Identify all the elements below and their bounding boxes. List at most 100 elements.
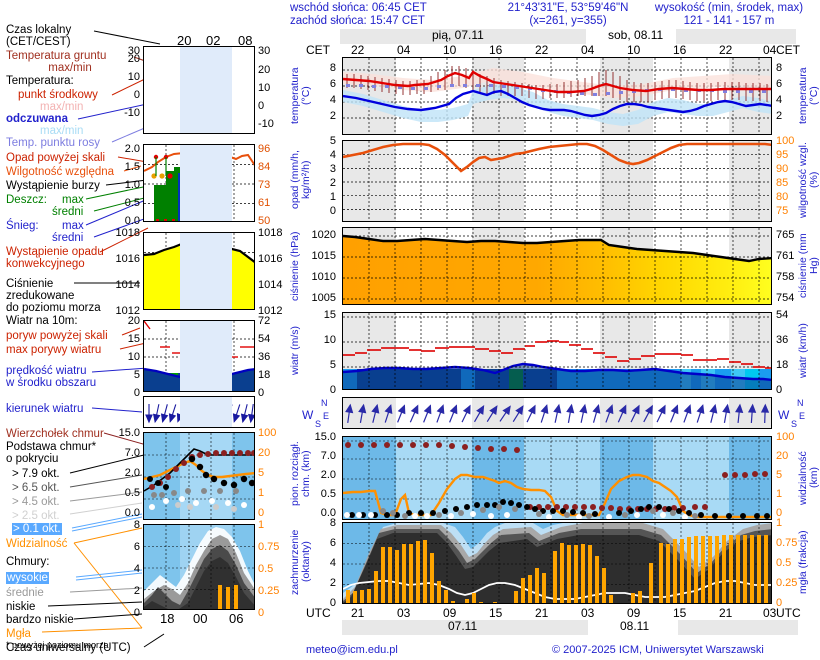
legend-pressure-l1: Ciśnienie — [6, 278, 54, 290]
mini-vis-1: 1 — [258, 487, 265, 499]
legend-gust-max: max porywy wiatru — [6, 344, 102, 356]
main-cloudext-axis-left: 15.0 7.0 2.0 0.5 0.0 — [296, 432, 336, 519]
mini-precip-t20: 2.0 — [124, 143, 140, 155]
main-cover-4: 4 — [329, 557, 336, 569]
main-cover-0: 0 — [329, 597, 336, 609]
mini-humid-73: 73 — [258, 179, 271, 191]
main-press-1020: 1020 — [311, 229, 336, 241]
cet-tick-0: 22 — [351, 43, 365, 57]
main-humid-axis-right: 100 95 90 85 80 75 — [776, 136, 806, 217]
header-day2: sob, 08.11 — [608, 28, 664, 42]
day-band-2 — [396, 29, 586, 44]
mini-wind-10: 10 — [127, 351, 140, 363]
footer-note: * powyżej poziomu morza — [6, 640, 109, 650]
main-vis-0: 0 — [776, 507, 783, 519]
legend-ground-temp-maxmin: max/min — [48, 62, 92, 74]
legend-humidity: Wilgotność względna — [6, 166, 115, 178]
mini-fog-075: 0.75 — [258, 541, 280, 553]
cet-left-label: CET — [306, 43, 330, 57]
mini-precip-t10: 1.0 — [124, 179, 140, 191]
day-band-3 — [676, 29, 796, 44]
main-wind-caption-right: wiatr (km/h) — [797, 323, 809, 379]
legend-cloud-base-l1: Podstawa chmur* — [6, 441, 97, 453]
utc-tick-6: 09 — [627, 606, 641, 620]
mini-wind-axis: 20 15 10 5 0 — [108, 316, 140, 399]
legend-gust-over: poryw powyżej skali — [6, 330, 108, 342]
mini-wind-20: 20 — [127, 315, 140, 327]
legend-okt-25: > 2.5 okt. — [12, 510, 60, 522]
compass-left: W N E S — [302, 398, 329, 429]
svg-text:N: N — [797, 398, 804, 408]
legend-temp-mid: punkt środkowy — [18, 89, 98, 101]
main-humid-caption-right: wilgotność wzgl. (%) — [797, 142, 820, 218]
main-wind-caption-left: wiatr (m/s) — [289, 326, 301, 376]
mini-cover-8: 8 — [133, 519, 140, 531]
mini-cover-panel — [143, 524, 255, 610]
main-humid-95: 95 — [776, 149, 789, 161]
main-fog-05: 0.5 — [776, 557, 792, 569]
legend-cl-high: wysokie — [6, 572, 49, 584]
legend-fog: Mgła — [6, 628, 31, 640]
main-pressure-axis-left: 1020 1015 1010 1005 — [296, 230, 336, 304]
legend-visibility: Widzialność — [6, 538, 68, 550]
mini-temp-t20: 20 — [127, 53, 140, 65]
legend-cl-high-text: wysokie — [6, 572, 49, 584]
main-precip-0: 0 — [329, 205, 336, 217]
main-press-765: 765 — [776, 229, 795, 241]
legend-rain-label: Deszcz: — [6, 194, 47, 206]
cet-tick-5: 04 — [581, 43, 595, 57]
main-cloud-150: 15.0 — [314, 431, 336, 443]
mini-wind-5: 5 — [133, 369, 140, 381]
mini-bot-tick-06: 06 — [229, 611, 244, 626]
main-windr-0: 0 — [776, 384, 783, 396]
elevation-label: wysokość (min, środek, max) — [654, 2, 804, 14]
main-temp-axis-left: 8 6 4 2 — [308, 63, 336, 122]
main-vis-20: 20 — [776, 450, 789, 462]
main-vis-caption-right: widzialność (km) — [797, 451, 820, 505]
main-cloud-00: 0.0 — [320, 507, 336, 519]
mini-wind-0: 0 — [133, 387, 140, 399]
main-cover-6: 6 — [329, 537, 336, 549]
main-temp-r2: 2 — [776, 110, 783, 122]
main-press-761: 761 — [776, 250, 795, 262]
legend-conv-precip-l1: Wystąpienie opadu — [6, 246, 104, 258]
legend-snow-mean: średni — [52, 232, 84, 244]
main-temp-caption-right: temperatura (°C) — [797, 67, 820, 125]
legend-conv-precip: Wystąpienie opadu konwekcyjnego — [6, 246, 104, 270]
mini-cloud-150: 15.0 — [118, 427, 140, 439]
sunset-text: zachód słońca: 15:47 CET — [290, 15, 425, 27]
mini-precip-t00: 0.0 — [124, 215, 140, 227]
main-cloud-70: 7.0 — [320, 450, 336, 462]
footer-email[interactable]: meteo@icm.edu.pl — [306, 644, 398, 656]
main-fog-caption-right: mgła (frakcja) — [797, 530, 809, 594]
utc-left-label: UTC — [306, 606, 331, 620]
main-vis-5: 5 — [776, 469, 783, 481]
main-vis-1: 1 — [776, 488, 783, 500]
utc-tick-labels: 21 03 09 15 21 03 09 15 21 03 — [351, 606, 776, 620]
date-band-2 — [398, 620, 588, 635]
legend-temp-felt: odczuwana — [6, 113, 68, 125]
mini-humid-50: 50 — [258, 215, 271, 227]
mini-precip-t15: 1.5 — [124, 161, 140, 173]
mini-temp-rm10: -10 — [258, 118, 274, 130]
main-precip-2: 2 — [329, 177, 336, 189]
mini-cover-6: 6 — [133, 541, 140, 553]
svg-text:W: W — [302, 408, 314, 422]
mini-vis-0: 0 — [258, 507, 265, 519]
main-cloud-05: 0.5 — [320, 488, 336, 500]
legend-temp-header: Temperatura: — [6, 75, 74, 87]
gridpoint-text: (x=261, y=355) — [529, 15, 607, 27]
main-cover-axis-left: 8 6 4 2 0 — [312, 518, 336, 609]
main-wind-10: 10 — [323, 334, 336, 346]
legend-okt-65: > 6.5 okt. — [12, 482, 60, 494]
main-temp-r8: 8 — [776, 62, 783, 74]
mini-cloud-20: 2.0 — [124, 467, 140, 479]
main-temp-l4: 4 — [329, 94, 336, 106]
sunrise-sunset-info: wschód słońca: 06:45 CET zachód słońca: … — [290, 2, 427, 28]
legend-okt-45: > 4.5 okt. — [12, 496, 60, 508]
cet-tick-6: 10 — [627, 43, 641, 57]
main-fog-0: 0 — [776, 597, 783, 609]
mini-temp-r10: 10 — [258, 82, 271, 94]
utc-tick-4: 21 — [535, 606, 549, 620]
mini-temp-r0: 0 — [258, 100, 265, 112]
